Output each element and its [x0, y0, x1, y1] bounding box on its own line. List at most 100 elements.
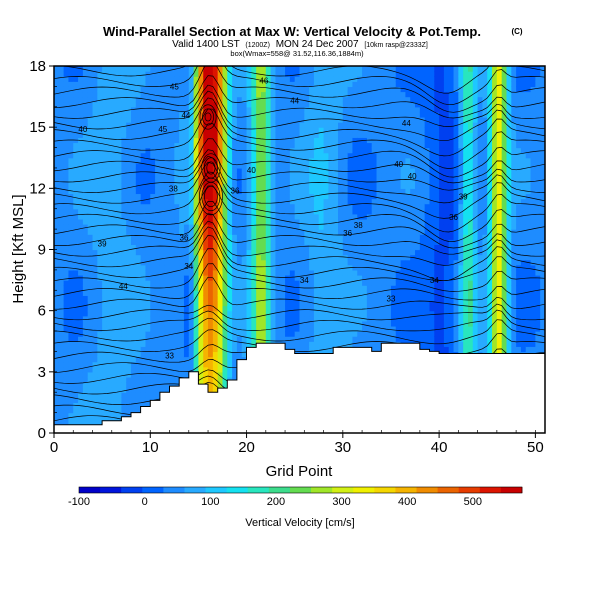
velocity-cell	[342, 142, 349, 149]
velocity-cell	[150, 351, 156, 358]
velocity-cell	[352, 71, 358, 77]
velocity-cell	[92, 71, 98, 77]
velocity-cell	[289, 91, 296, 98]
velocity-cell	[260, 244, 267, 251]
velocity-cell	[318, 264, 325, 271]
velocity-cell	[58, 305, 65, 312]
velocity-cell	[236, 259, 243, 266]
velocity-cell	[256, 66, 262, 72]
velocity-cell	[232, 137, 238, 144]
velocity-cell	[78, 127, 84, 133]
velocity-cell	[102, 178, 108, 184]
velocity-cell	[179, 132, 185, 138]
velocity-cell	[217, 218, 224, 225]
velocity-cell	[140, 239, 147, 246]
velocity-cell	[304, 147, 310, 154]
velocity-cell	[54, 122, 60, 128]
velocity-cell	[58, 173, 65, 179]
velocity-cell	[97, 264, 103, 271]
velocity-cell	[126, 274, 132, 281]
velocity-cell	[328, 320, 334, 327]
velocity-cell	[260, 336, 267, 342]
velocity-cell	[145, 244, 151, 251]
velocity-cell	[289, 152, 296, 159]
velocity-cell	[309, 346, 315, 353]
velocity-cell	[183, 157, 190, 164]
velocity-cell	[164, 244, 171, 251]
velocity-cell	[236, 116, 243, 123]
velocity-cell	[102, 397, 108, 404]
velocity-cell	[92, 305, 98, 312]
velocity-cell	[150, 137, 156, 144]
velocity-cell	[304, 198, 310, 205]
velocity-cell	[155, 269, 161, 276]
velocity-cell	[246, 91, 252, 98]
velocity-cell	[381, 147, 387, 154]
velocity-cell	[318, 244, 325, 251]
velocity-cell	[78, 331, 84, 337]
velocity-cell	[145, 213, 151, 220]
velocity-cell	[333, 91, 339, 98]
velocity-cell	[126, 188, 132, 195]
velocity-cell	[102, 71, 108, 77]
velocity-cell	[352, 142, 358, 149]
velocity-cell	[251, 264, 257, 271]
velocity-cell	[352, 310, 358, 317]
velocity-cell	[164, 147, 171, 154]
velocity-cell	[299, 336, 305, 342]
velocity-cell	[179, 356, 185, 363]
velocity-cell	[102, 234, 108, 240]
velocity-cell	[227, 229, 233, 235]
velocity-cell	[63, 142, 70, 149]
velocity-cell	[68, 111, 74, 118]
velocity-cell	[366, 315, 373, 322]
velocity-cell	[73, 203, 79, 210]
velocity-cell	[299, 280, 305, 286]
velocity-cell	[135, 147, 142, 154]
velocity-cell	[251, 325, 257, 332]
velocity-cell	[352, 320, 358, 327]
velocity-cell	[155, 91, 161, 98]
velocity-cell	[203, 203, 209, 210]
velocity-cell	[241, 152, 248, 159]
velocity-cell	[82, 356, 89, 363]
velocity-cell	[140, 382, 147, 388]
velocity-cell	[208, 234, 214, 240]
velocity-cell	[82, 269, 89, 276]
velocity-cell	[275, 300, 281, 307]
velocity-cell	[131, 239, 137, 246]
velocity-cell	[299, 224, 305, 230]
velocity-cell	[270, 208, 277, 215]
velocity-cell	[289, 305, 296, 312]
velocity-cell	[150, 188, 156, 195]
velocity-cell	[251, 193, 257, 200]
velocity-cell	[381, 249, 387, 256]
velocity-cell	[126, 101, 132, 108]
velocity-cell	[381, 127, 387, 133]
velocity-cell	[159, 361, 166, 368]
velocity-cell	[111, 387, 118, 393]
velocity-cell	[309, 81, 315, 87]
velocity-cell	[169, 218, 175, 225]
velocity-cell	[318, 285, 325, 291]
velocity-cell	[241, 264, 248, 271]
velocity-cell	[58, 234, 65, 240]
velocity-cell	[203, 198, 209, 205]
velocity-cell	[275, 285, 281, 291]
velocity-cell	[97, 269, 103, 276]
velocity-cell	[169, 269, 175, 276]
velocity-cell	[256, 122, 262, 128]
velocity-cell	[227, 122, 233, 128]
velocity-cell	[256, 336, 262, 342]
velocity-cell	[135, 356, 142, 363]
velocity-cell	[294, 76, 301, 82]
velocity-cell	[111, 331, 118, 337]
velocity-cell	[106, 371, 113, 378]
velocity-cell	[164, 351, 171, 358]
velocity-cell	[357, 244, 363, 251]
velocity-cell	[54, 66, 60, 72]
velocity-cell	[236, 157, 243, 164]
velocity-cell	[236, 71, 243, 77]
velocity-cell	[126, 382, 132, 388]
velocity-cell	[92, 132, 98, 138]
